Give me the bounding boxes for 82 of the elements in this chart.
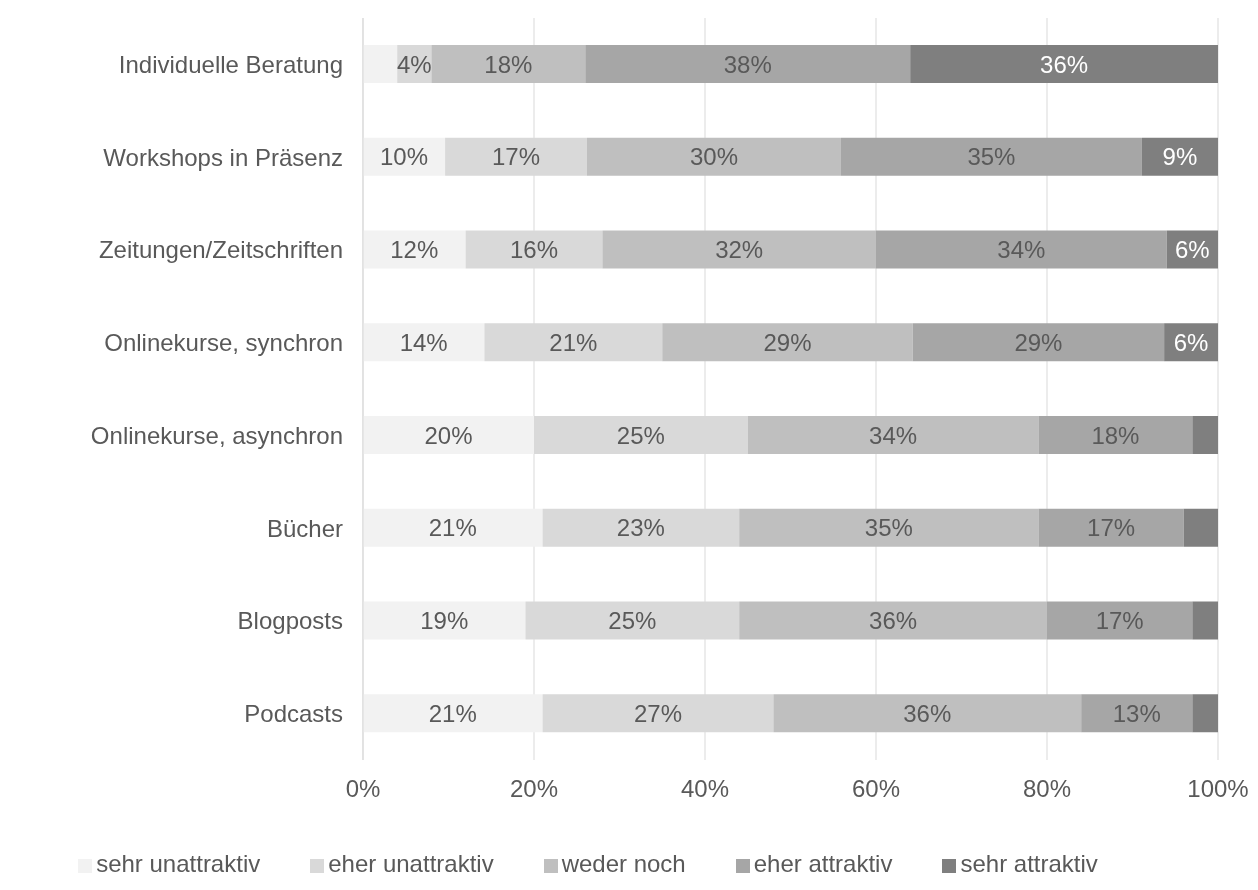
data-label: 14%	[399, 328, 448, 356]
data-label: 17%	[1087, 514, 1136, 542]
data-label: 23%	[616, 514, 665, 542]
bar	[585, 45, 911, 83]
y-tick-label: Onlinekurse, asynchron	[90, 421, 343, 449]
data-label: 4%	[396, 50, 432, 78]
bar	[431, 45, 586, 83]
y-tick-label: Onlinekurse, synchron	[104, 329, 343, 357]
bar	[747, 416, 1039, 454]
bar	[1081, 694, 1193, 733]
y-tick-label: Zeitungen/Zeitschriften	[98, 236, 343, 264]
data-label: 21%	[428, 699, 477, 727]
bar	[739, 508, 1039, 547]
x-tick-label: 60%	[851, 775, 901, 803]
data-label: 12%	[390, 236, 439, 263]
data-label: 29%	[763, 328, 812, 356]
x-tick-label: 40%	[680, 775, 730, 803]
data-label: 36%	[903, 699, 952, 727]
bar	[363, 230, 466, 269]
data-label: 17%	[492, 143, 541, 171]
data-label: 6%	[1173, 328, 1209, 356]
bar	[1038, 508, 1184, 547]
data-label: 20%	[424, 421, 473, 449]
bar	[363, 45, 398, 83]
bar	[912, 323, 1165, 362]
bar	[1183, 508, 1218, 547]
data-label: 36%	[869, 607, 918, 634]
data-label: 18%	[484, 50, 533, 78]
y-tick-label: Blogposts	[237, 607, 343, 635]
bar	[840, 137, 1142, 176]
data-label: 10%	[380, 143, 429, 171]
bar	[602, 230, 876, 269]
data-label: 21%	[549, 328, 598, 356]
bar	[773, 694, 1082, 733]
bar	[1192, 694, 1218, 733]
bar	[587, 137, 841, 176]
bar	[363, 694, 543, 733]
data-label: 38%	[723, 50, 772, 78]
bar	[662, 323, 913, 362]
y-tick-label: Individuelle Beratung	[118, 50, 343, 78]
bar	[876, 230, 1167, 269]
data-label: 29%	[1014, 328, 1063, 356]
data-label: 34%	[997, 236, 1046, 263]
data-label: 30%	[689, 143, 738, 171]
bar	[1192, 601, 1218, 640]
bar	[1038, 416, 1193, 454]
bar	[363, 416, 534, 454]
legend-label: sehr attraktiv	[960, 850, 1098, 877]
data-label: 9%	[1162, 143, 1198, 171]
data-label: 35%	[967, 143, 1016, 171]
legend-label: weder noch	[561, 850, 686, 877]
bar	[363, 323, 485, 362]
x-tick-label: 100%	[1187, 775, 1249, 803]
data-label: 35%	[864, 514, 913, 542]
data-label: 18%	[1091, 421, 1140, 449]
legend-label: eher unattraktiv	[328, 850, 494, 877]
data-label: 21%	[428, 514, 477, 542]
data-label: 17%	[1095, 607, 1144, 634]
data-label: 32%	[715, 236, 764, 263]
data-label: 25%	[608, 607, 657, 634]
legend-label: eher attraktiv	[753, 850, 893, 877]
data-label: 13%	[1112, 699, 1161, 727]
x-tick-label: 80%	[1022, 775, 1072, 803]
y-tick-label: Workshops in Präsenz	[103, 143, 343, 171]
y-tick-label: Podcasts	[244, 700, 343, 728]
bar	[739, 601, 1047, 640]
bar	[1047, 601, 1193, 640]
data-label: 16%	[509, 236, 559, 263]
y-tick-label: Bücher	[266, 514, 343, 542]
data-label: 19%	[420, 607, 469, 634]
legend-label: sehr unattraktiv	[96, 850, 261, 877]
bar	[910, 45, 1218, 83]
data-label: 34%	[869, 421, 918, 449]
bar	[1192, 416, 1218, 454]
bar	[363, 601, 526, 640]
data-label: 25%	[616, 421, 665, 449]
data-label: 36%	[1040, 50, 1089, 78]
data-label: 27%	[633, 699, 682, 727]
bar	[363, 508, 543, 547]
data-label: 6%	[1175, 236, 1210, 263]
x-tick-label: 0%	[345, 775, 381, 803]
x-tick-label: 20%	[509, 775, 559, 803]
